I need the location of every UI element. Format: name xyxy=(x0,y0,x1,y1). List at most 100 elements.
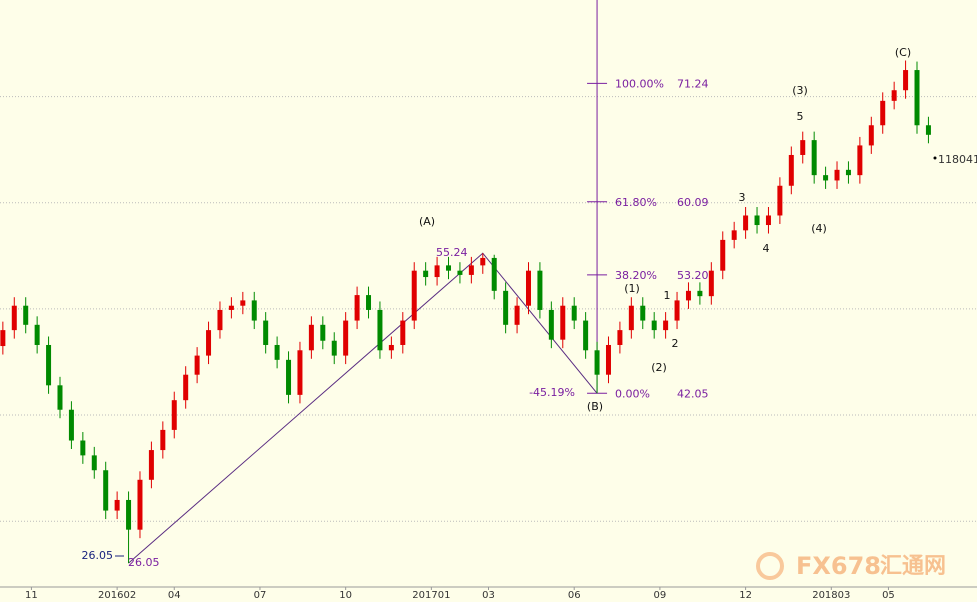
candle-body xyxy=(800,140,806,155)
wave-label: (1) xyxy=(624,282,640,295)
wave-label: (3) xyxy=(792,84,808,97)
price-label: 26.05 xyxy=(82,549,114,562)
candle-body xyxy=(171,400,177,430)
candle-body xyxy=(263,320,269,345)
candle-body xyxy=(343,320,349,356)
candle-body xyxy=(274,344,280,360)
candle-body xyxy=(480,257,486,266)
x-tick-label: 201602 xyxy=(98,590,136,601)
candle-body xyxy=(514,305,520,325)
last-dot xyxy=(933,156,937,160)
candle-body xyxy=(137,479,143,530)
candle-body xyxy=(34,324,40,345)
wave-label: 3 xyxy=(739,191,746,204)
wave-label: (B) xyxy=(587,400,603,413)
candle-body xyxy=(674,300,680,321)
candle-body xyxy=(457,270,463,275)
candle-body xyxy=(446,265,452,271)
candle-body xyxy=(240,300,246,306)
logo-icon xyxy=(756,552,784,580)
candle-body xyxy=(720,239,726,271)
candle-body xyxy=(697,290,703,297)
candle-body xyxy=(320,324,326,341)
candle-body xyxy=(366,295,372,310)
candle-body xyxy=(206,330,212,356)
candle-body xyxy=(46,344,52,386)
x-tick-label: 201803 xyxy=(812,590,850,601)
x-tick-label: 10 xyxy=(339,590,352,601)
candle-body xyxy=(731,230,737,240)
candle-body xyxy=(411,270,417,321)
candle-body xyxy=(354,295,360,321)
candle-body xyxy=(560,305,566,340)
candle-body xyxy=(388,344,394,351)
candle-body xyxy=(228,305,234,310)
candle-body xyxy=(423,270,429,278)
fib-price: 71.24 xyxy=(677,77,709,90)
candle-body xyxy=(491,257,497,291)
candle-body xyxy=(788,154,794,186)
candle-body xyxy=(103,470,109,511)
candle-body xyxy=(640,305,646,321)
candle-body xyxy=(308,324,314,351)
candle-body xyxy=(217,309,223,331)
candle-body xyxy=(823,175,829,181)
candle-body xyxy=(537,270,543,310)
wave-label: (4) xyxy=(811,222,827,235)
candle-body xyxy=(868,125,874,146)
wave-label: 1 xyxy=(664,289,671,302)
candle-body xyxy=(594,350,600,375)
wave-label: 2 xyxy=(672,337,679,350)
price-label: 26.05 xyxy=(128,556,160,569)
candle-body xyxy=(880,100,886,126)
candle-body xyxy=(777,185,783,216)
x-tick-label: 11 xyxy=(25,590,38,601)
candle-body xyxy=(377,309,383,351)
fib-price: 60.09 xyxy=(677,196,709,209)
x-tick-label: 07 xyxy=(254,590,267,601)
fib-price: 42.05 xyxy=(677,387,709,400)
x-tick-label: 09 xyxy=(654,590,667,601)
retrace-label: -45.19% xyxy=(529,386,575,399)
last-price: 118041 xyxy=(938,153,977,166)
candle-body xyxy=(126,499,132,530)
candle-body xyxy=(400,320,406,345)
candle-body xyxy=(80,440,86,456)
candle-body xyxy=(160,429,166,451)
candle-body xyxy=(468,265,474,275)
candle-body xyxy=(925,125,931,135)
x-tick-label: 03 xyxy=(482,590,495,601)
candle-body xyxy=(286,359,292,395)
candle-body xyxy=(857,145,863,176)
x-tick-label: 12 xyxy=(739,590,752,601)
fib-price: 53.20 xyxy=(677,269,709,282)
price-label: 55.24 xyxy=(436,246,468,259)
candle-body xyxy=(708,270,714,297)
candle-body xyxy=(57,385,63,410)
fib-ratio: 38.20% xyxy=(615,269,657,282)
watermark: FX678 xyxy=(796,552,881,580)
candle-body xyxy=(765,215,771,226)
x-tick-label: 05 xyxy=(882,590,895,601)
candle-body xyxy=(434,265,440,278)
x-tick-label: 06 xyxy=(568,590,581,601)
candle-body xyxy=(23,305,29,325)
wave-label: 4 xyxy=(763,242,770,255)
x-tick-label: 04 xyxy=(168,590,181,601)
candle-body xyxy=(605,344,611,375)
wave-label: (A) xyxy=(419,215,435,228)
wave-label: (2) xyxy=(651,361,667,374)
candle-body xyxy=(811,140,817,176)
grid xyxy=(0,96,977,522)
candle-body xyxy=(891,90,897,101)
candle-body xyxy=(663,320,669,331)
candle-body xyxy=(525,270,531,306)
wave-label: 5 xyxy=(797,110,804,123)
candle-body xyxy=(651,320,657,331)
candle-body xyxy=(0,330,6,347)
fib-ratio: 61.80% xyxy=(615,196,657,209)
candle-body xyxy=(571,305,577,321)
